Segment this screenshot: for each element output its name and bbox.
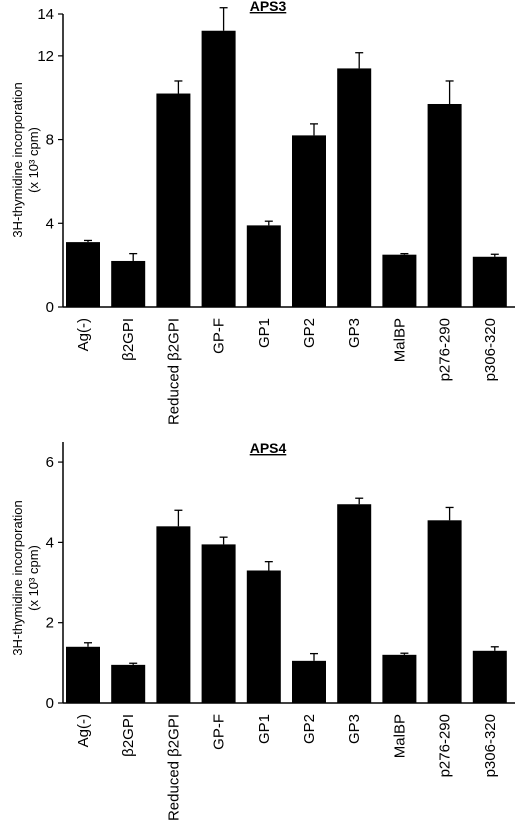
bar-1 — [111, 260, 146, 307]
chart-panel-aps4: APS4 0 2 4 6 3H-thymidine incorporation(x 10³… — [10, 440, 515, 820]
bar-4 — [246, 570, 281, 703]
category-label-7: MalBP — [391, 714, 408, 758]
category-label-9: p306-320 — [482, 318, 499, 381]
category-label-5: GP2 — [301, 318, 318, 348]
category-label-1: β2GPI — [120, 714, 137, 757]
category-label-8: p276-290 — [437, 714, 454, 777]
bar-6 — [337, 68, 372, 308]
y-axis-label: 3H-thymidine incorporation(x 10³ cpm) — [10, 500, 41, 655]
category-label-1: β2GPI — [120, 318, 137, 361]
bar-8 — [427, 103, 462, 307]
category-label-9: p306-320 — [482, 714, 499, 777]
category-label-0: Ag(-) — [75, 318, 92, 351]
category-label-5: GP2 — [301, 714, 318, 744]
bar-3 — [201, 544, 236, 703]
y-tick-label: 8 — [46, 132, 54, 149]
y-axis-label-line2: (x 10³ cpm) — [26, 545, 41, 611]
category-label-6: GP3 — [346, 714, 363, 744]
category-label-2: Reduced β2GPI — [165, 318, 182, 425]
bar-5 — [292, 135, 326, 307]
y-axis-label-line1: 3H-thymidine incorporation — [10, 82, 25, 237]
category-label-2: Reduced β2GPI — [165, 714, 182, 820]
chart-panel-aps3: APS3 0 4 8 12 14 3H-thymidine incorporation(x … — [10, 0, 515, 425]
y-tick-label: 14 — [37, 6, 54, 23]
bar-4 — [246, 225, 281, 307]
bar-6 — [337, 504, 372, 703]
bar-9 — [472, 650, 507, 703]
y-axis-label-line2: (x 10³ cpm) — [26, 127, 41, 193]
y-tick-label: 0 — [46, 695, 54, 712]
y-axis-label: 3H-thymidine incorporation(x 10³ cpm) — [10, 82, 41, 237]
y-tick-label: 12 — [37, 48, 54, 65]
category-label-8: p276-290 — [437, 318, 454, 381]
category-label-4: GP1 — [256, 318, 273, 348]
bar-7 — [382, 654, 417, 703]
bar-3 — [201, 30, 236, 307]
category-label-7: MalBP — [391, 318, 408, 362]
y-tick-label: 2 — [46, 615, 54, 632]
bar-0 — [66, 242, 100, 307]
bar-7 — [382, 254, 417, 307]
y-axis-label-line1: 3H-thymidine incorporation — [10, 500, 25, 655]
bar-8 — [427, 520, 462, 703]
y-tick-label: 0 — [46, 299, 54, 316]
bar-2 — [156, 93, 191, 308]
y-tick-label: 4 — [46, 534, 54, 551]
category-label-3: GP-F — [211, 318, 228, 354]
bar-5 — [292, 660, 326, 703]
bar-2 — [156, 526, 191, 703]
bar-9 — [472, 256, 507, 307]
bar-0 — [66, 646, 100, 703]
chart-title: APS3 — [250, 0, 287, 14]
category-label-6: GP3 — [346, 318, 363, 348]
chart-title: APS4 — [250, 440, 287, 456]
category-label-3: GP-F — [211, 714, 228, 750]
category-label-4: GP1 — [256, 714, 273, 744]
category-label-0: Ag(-) — [75, 714, 92, 747]
y-tick-label: 4 — [46, 215, 54, 232]
bar-1 — [111, 664, 146, 703]
y-tick-label: 6 — [46, 454, 54, 471]
